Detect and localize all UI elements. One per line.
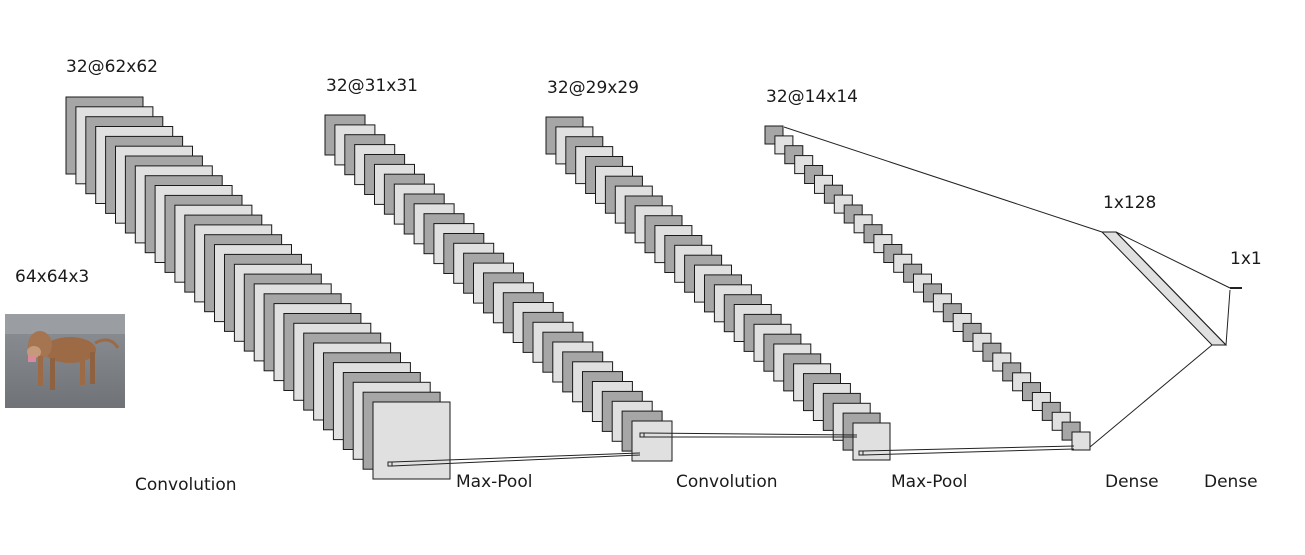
conv2-to-pool2-line xyxy=(862,445,1075,452)
dense1-dims-label: 1x128 xyxy=(1103,193,1156,213)
pool1-dims-label: 32@31x31 xyxy=(326,76,418,96)
pool2-dims-label: 32@14x14 xyxy=(766,87,858,107)
pool1-to-conv2-line xyxy=(643,432,858,436)
conv1-to-pool1-line xyxy=(391,452,641,463)
layers-group xyxy=(65,96,1091,480)
dense-layer-1 xyxy=(1100,231,1228,346)
input-image xyxy=(5,314,125,408)
connections-group xyxy=(387,126,1231,467)
op-label-convolution-2: Convolution xyxy=(676,472,778,492)
dense1-to-dense2-bottom-line xyxy=(1225,289,1231,346)
op-label-maxpool-1: Max-Pool xyxy=(456,472,532,492)
conv2-to-pool2-line-2 xyxy=(862,448,1075,456)
pool2-stack xyxy=(764,125,1091,451)
conv2-stack xyxy=(545,116,891,461)
dense1-to-dense2-top-line xyxy=(1115,231,1231,289)
pool1-kernel-marker xyxy=(639,432,645,438)
conv1-to-pool1-line-2 xyxy=(391,454,641,467)
pool1-stack xyxy=(324,114,673,462)
pool2-feature-map xyxy=(1071,431,1091,451)
conv2-kernel-marker xyxy=(858,450,864,456)
op-label-dense-1: Dense xyxy=(1105,472,1159,492)
op-label-dense-2: Dense xyxy=(1204,472,1258,492)
conv1-feature-map xyxy=(372,401,451,480)
conv1-dims-label: 32@62x62 xyxy=(66,57,158,77)
dense2-dims-label: 1x1 xyxy=(1230,249,1262,269)
pool1-feature-map xyxy=(631,420,673,462)
op-label-maxpool-2: Max-Pool xyxy=(891,472,967,492)
conv1-kernel-marker xyxy=(387,461,393,467)
pool2-to-dense1-top-line xyxy=(783,126,1103,233)
input-dims-label: 64x64x3 xyxy=(15,267,89,287)
conv2-dims-label: 32@29x29 xyxy=(547,78,639,98)
conv1-stack xyxy=(65,96,451,480)
pool2-to-dense1-bottom-line xyxy=(1089,344,1213,448)
dense-layer-1-edge xyxy=(1115,231,1227,346)
op-label-convolution-1: Convolution xyxy=(135,475,237,495)
